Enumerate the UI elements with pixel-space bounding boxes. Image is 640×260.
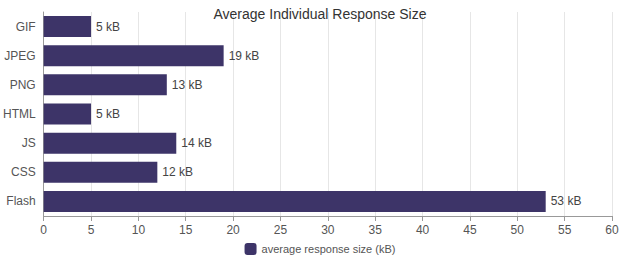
- svg-text:30: 30: [321, 223, 335, 237]
- svg-text:5: 5: [88, 223, 95, 237]
- svg-text:14 kB: 14 kB: [181, 136, 212, 150]
- svg-text:average response size (kB): average response size (kB): [262, 243, 396, 255]
- svg-text:20: 20: [226, 223, 240, 237]
- svg-text:15: 15: [179, 223, 193, 237]
- svg-text:HTML: HTML: [3, 107, 36, 121]
- svg-text:12 kB: 12 kB: [162, 165, 193, 179]
- svg-text:Average Individual Response Si: Average Individual Response Size: [214, 6, 427, 22]
- svg-text:Flash: Flash: [6, 194, 35, 208]
- svg-text:40: 40: [416, 223, 430, 237]
- svg-text:60: 60: [605, 223, 619, 237]
- svg-text:53 kB: 53 kB: [551, 194, 582, 208]
- svg-text:0: 0: [40, 223, 47, 237]
- svg-text:10: 10: [132, 223, 146, 237]
- svg-text:PNG: PNG: [10, 78, 36, 92]
- svg-text:35: 35: [369, 223, 383, 237]
- svg-text:55: 55: [558, 223, 572, 237]
- svg-text:JS: JS: [22, 136, 36, 150]
- svg-text:45: 45: [463, 223, 477, 237]
- svg-text:5 kB: 5 kB: [96, 20, 120, 34]
- svg-text:5 kB: 5 kB: [96, 107, 120, 121]
- svg-text:JPEG: JPEG: [4, 49, 35, 63]
- svg-text:13 kB: 13 kB: [172, 78, 203, 92]
- svg-text:19 kB: 19 kB: [229, 49, 260, 63]
- svg-text:25: 25: [274, 223, 288, 237]
- svg-text:CSS: CSS: [11, 165, 36, 179]
- svg-text:GIF: GIF: [16, 20, 36, 34]
- svg-text:50: 50: [511, 223, 525, 237]
